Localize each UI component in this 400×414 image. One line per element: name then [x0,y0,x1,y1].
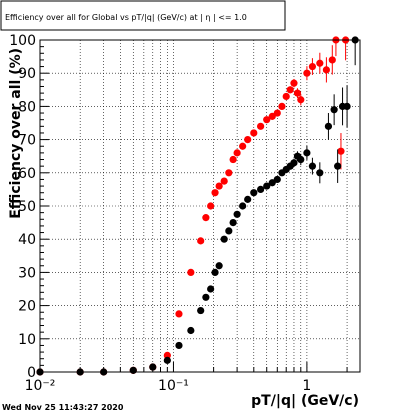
y-tick-label: 0 [27,365,36,381]
data-point [308,162,317,170]
data-point [163,356,171,364]
data-point [175,341,183,350]
data-point [316,169,324,177]
data-point [233,210,241,218]
data-point [187,268,195,276]
data-point [322,66,330,74]
y-tick-label: 30 [18,265,36,281]
data-point [220,177,228,185]
y-tick-label: 100 [9,33,36,49]
data-point [229,155,237,164]
data-point [263,182,271,190]
data-point [239,202,247,210]
data-point [244,136,252,144]
data-point [278,102,286,110]
data-point [334,162,342,170]
data-point [250,129,258,137]
data-point [328,56,336,64]
data-point [239,142,247,150]
y-tick-label: 40 [18,232,36,248]
y-axis-label: Efficiency over all (%) [8,48,24,219]
y-tick-label: 60 [18,166,36,182]
x-tick-label: 10⁻¹ [158,378,189,394]
timestamp: Wed Nov 25 11:43:27 2020 [2,403,124,412]
data-point [215,182,223,190]
data-point [303,69,311,77]
x-tick-label: 10⁻² [25,378,56,394]
data-point [293,89,302,97]
data-point [282,92,290,101]
x-tick-label: 1 [302,378,311,394]
data-point [263,116,271,124]
data-point [244,195,252,203]
data-point [297,96,305,104]
data-point [211,189,219,197]
data-point [273,175,281,184]
series-layer [36,36,359,376]
chart-title: Efficiency over all for Global vs pT/|q|… [5,13,247,22]
series-group [36,36,359,376]
data-point [233,149,241,157]
data-point [207,285,215,293]
data-point [202,214,210,222]
data-point [290,159,298,167]
data-point [225,227,233,235]
data-point [330,106,338,114]
data-point [220,235,228,243]
data-point [225,169,233,177]
y-tick-label: 20 [18,299,36,315]
data-point [303,149,311,157]
y-tick-label: 90 [18,66,36,82]
data-point [215,262,223,270]
data-point [202,293,210,301]
data-point [324,122,333,130]
data-point [316,59,324,67]
x-axis-label: pT/|q| (GeV/c) [251,393,359,409]
data-point [286,86,294,94]
y-tick-label: 80 [18,99,36,115]
data-point [175,310,183,318]
data-point [197,237,205,245]
y-tick-label: 10 [18,332,36,348]
data-point [257,122,265,130]
data-point [257,185,265,193]
y-tick-label: 70 [18,133,36,149]
title-box [0,0,286,31]
data-point [290,79,298,87]
data-point [337,147,345,155]
series-group [36,36,350,376]
data-point [229,219,237,227]
data-point [273,109,281,117]
data-point [197,306,205,315]
data-point [250,189,258,197]
data-point [297,155,305,164]
data-point [343,102,351,110]
data-point [207,202,215,210]
data-point [163,351,171,359]
data-point [211,268,219,276]
data-point [308,62,317,71]
grid-layer [39,40,360,372]
data-point [187,326,195,335]
y-tick-label: 50 [18,199,36,215]
tick-layer: 0 10 20 30 40 50 60 70 80 90 100 10⁻² 10⁻¹ 1 [9,33,348,394]
